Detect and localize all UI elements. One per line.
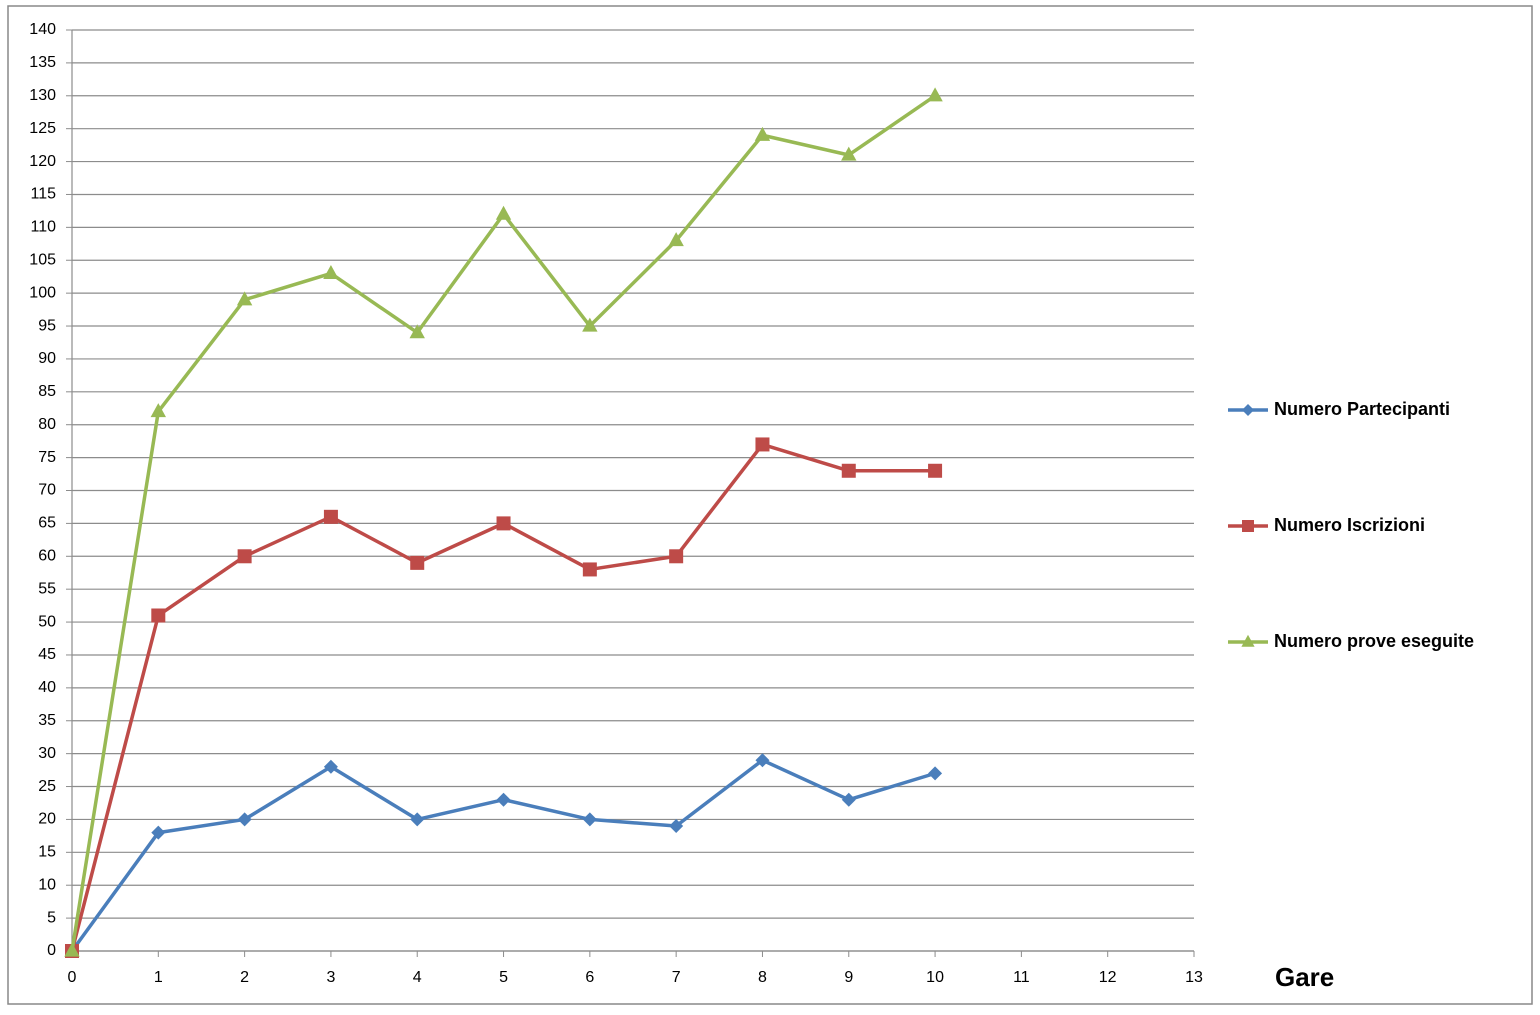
marker xyxy=(927,87,943,102)
y-tick-label: 70 xyxy=(38,482,56,499)
marker xyxy=(323,265,339,280)
y-tick-label: 120 xyxy=(29,153,56,170)
y-tick-label: 10 xyxy=(38,876,56,893)
marker xyxy=(237,549,252,564)
marker xyxy=(755,437,770,452)
y-tick-label: 100 xyxy=(29,284,56,301)
marker xyxy=(582,812,597,827)
marker xyxy=(237,812,252,827)
marker xyxy=(668,232,684,247)
marker xyxy=(1241,634,1255,647)
x-tick-label: 1 xyxy=(154,969,163,986)
y-tick-label: 90 xyxy=(38,350,56,367)
y-tick-label: 60 xyxy=(38,548,56,565)
x-tick-label: 10 xyxy=(926,969,944,986)
y-tick-label: 0 xyxy=(47,942,56,959)
y-tick-label: 25 xyxy=(38,778,56,795)
y-tick-label: 105 xyxy=(29,251,56,268)
x-tick-label: 7 xyxy=(672,969,681,986)
marker xyxy=(150,403,167,418)
x-tick-label: 6 xyxy=(585,969,594,986)
marker xyxy=(669,819,684,834)
y-tick-label: 135 xyxy=(29,54,56,71)
marker xyxy=(495,205,512,220)
y-tick-label: 15 xyxy=(38,844,56,861)
marker xyxy=(323,509,338,524)
y-tick-label: 85 xyxy=(38,383,56,400)
marker xyxy=(496,516,511,531)
x-tick-label: 9 xyxy=(844,969,853,986)
y-tick-label: 35 xyxy=(38,712,56,729)
x-tick-label: 4 xyxy=(413,969,422,986)
chart-frame xyxy=(7,5,1533,1005)
y-tick-label: 95 xyxy=(38,317,56,334)
x-tick-label: 12 xyxy=(1099,969,1117,986)
marker xyxy=(841,792,856,807)
y-tick-label: 110 xyxy=(30,219,56,236)
x-axis-label: Gare xyxy=(1275,962,1334,992)
marker xyxy=(409,324,425,339)
y-tick-label: 140 xyxy=(29,21,56,38)
y-tick-label: 80 xyxy=(38,416,56,433)
marker xyxy=(669,549,684,564)
marker xyxy=(841,463,856,478)
marker xyxy=(323,759,338,774)
y-tick-label: 5 xyxy=(47,909,56,926)
y-tick-label: 30 xyxy=(38,745,56,762)
marker xyxy=(582,317,598,332)
legend-label: Numero Iscrizioni xyxy=(1274,515,1425,535)
marker xyxy=(236,291,253,306)
marker xyxy=(754,126,771,141)
marker xyxy=(64,942,80,957)
y-tick-label: 20 xyxy=(38,811,56,828)
marker xyxy=(1242,404,1254,416)
y-tick-label: 65 xyxy=(38,515,56,532)
y-tick-label: 130 xyxy=(29,87,56,104)
x-tick-label: 8 xyxy=(758,969,767,986)
marker xyxy=(151,825,166,840)
marker xyxy=(755,753,770,768)
x-tick-label: 13 xyxy=(1185,969,1203,986)
marker xyxy=(928,766,943,781)
marker xyxy=(151,608,166,623)
marker xyxy=(928,463,943,478)
x-tick-label: 3 xyxy=(326,969,335,986)
marker xyxy=(410,812,425,827)
marker xyxy=(496,792,511,807)
marker xyxy=(841,146,857,161)
y-tick-label: 55 xyxy=(38,580,56,597)
y-tick-label: 75 xyxy=(38,449,56,466)
x-tick-label: 0 xyxy=(68,969,77,986)
y-tick-label: 125 xyxy=(29,120,56,137)
marker xyxy=(582,562,597,577)
y-tick-label: 40 xyxy=(38,679,56,696)
legend-label: Numero prove eseguite xyxy=(1274,631,1474,651)
x-tick-label: 5 xyxy=(499,969,508,986)
x-tick-label: 2 xyxy=(240,969,249,986)
legend-label: Numero Partecipanti xyxy=(1274,399,1450,419)
y-tick-label: 45 xyxy=(38,646,56,663)
y-tick-label: 50 xyxy=(38,613,56,630)
y-tick-label: 115 xyxy=(30,186,56,203)
marker xyxy=(1242,520,1254,532)
x-tick-label: 11 xyxy=(1013,969,1030,986)
marker xyxy=(410,555,425,570)
